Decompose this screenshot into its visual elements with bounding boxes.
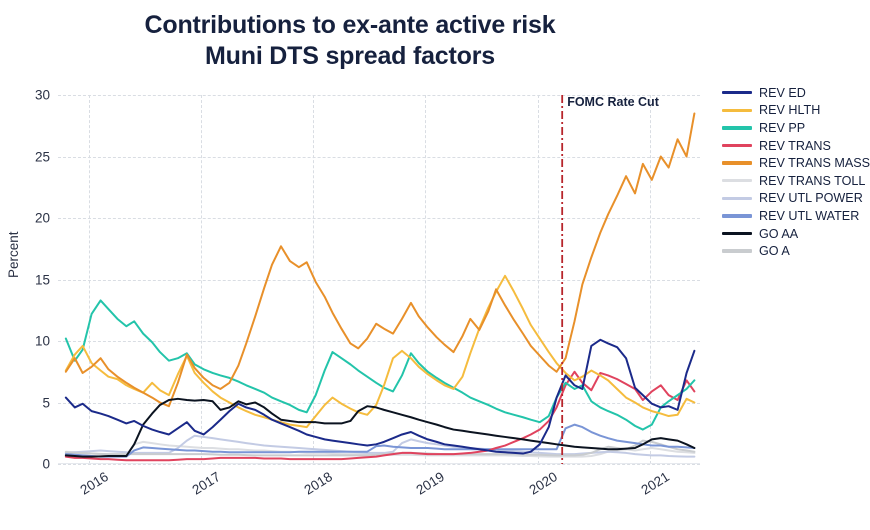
gridline-horizontal [58, 464, 700, 465]
x-axis-spine [58, 463, 700, 464]
chart-container: Percent FOMC Rate Cut 0 5 10 15 20 25 30 2016 2… [6, 88, 700, 498]
gridline-vertical [537, 95, 539, 464]
x-axis-tick-label: 2020 [526, 469, 560, 498]
y-axis-tick-label: 5 [42, 395, 50, 410]
legend-item[interactable]: REV TRANS MASS [722, 154, 870, 172]
series-line [64, 370, 696, 462]
legend-item-label: REV UTL WATER [759, 208, 860, 223]
legend-color-swatch [722, 179, 752, 183]
legend-item-label: REV UTL POWER [759, 191, 863, 206]
y-axis-tick-label: 25 [34, 149, 50, 164]
gridline-vertical [425, 95, 427, 464]
gridline-horizontal [58, 95, 700, 96]
series-line [64, 397, 696, 458]
series-line [64, 299, 696, 431]
legend-item-label: GO AA [759, 226, 799, 241]
chart-legend: REV ED REV HLTH REV PP REV TRANS REV TRANS M… [722, 84, 870, 260]
fomc-rate-cut-label: FOMC Rate Cut [567, 95, 659, 109]
y-axis-tick-label: 20 [34, 210, 50, 226]
title-line-1: Contributions to ex-ante active risk [144, 11, 556, 39]
legend-color-swatch [722, 126, 752, 130]
gridline-horizontal [58, 402, 700, 404]
legend-item[interactable]: REV UTL WATER [722, 207, 870, 225]
legend-item[interactable]: REV TRANS [722, 137, 870, 155]
gridline-horizontal [58, 341, 700, 342]
legend-item-label: REV TRANS MASS [759, 156, 870, 171]
series-lines [64, 112, 696, 462]
legend-item[interactable]: REV TRANS TOLL [722, 172, 870, 190]
fomc-vline-svg [561, 95, 564, 464]
gridline-vertical [89, 95, 91, 464]
legend-color-swatch [722, 214, 752, 218]
legend-color-swatch [722, 143, 752, 148]
x-axis-tick-label: 2016 [77, 469, 112, 498]
legend-item-label: REV ED [759, 85, 806, 100]
legend-item-label: REV PP [759, 120, 806, 135]
y-axis-tick-label: 30 [34, 87, 50, 103]
legend-color-swatch [722, 161, 752, 165]
legend-item[interactable]: REV ED [722, 84, 870, 102]
x-axis-tick-label: 2018 [301, 469, 336, 498]
y-axis-tick-label: 0 [42, 456, 50, 472]
legend-color-swatch [722, 108, 752, 113]
plot-area: FOMC Rate Cut 0 5 10 15 20 25 30 2016 2017 2018 2… [35, 88, 700, 498]
legend-item[interactable]: REV HLTH [722, 102, 870, 120]
series-line [64, 423, 696, 458]
series-line [64, 439, 696, 457]
gridline-horizontal [58, 218, 700, 219]
series-line [64, 338, 696, 455]
legend-color-swatch [722, 91, 752, 95]
x-axis-tick-label: 2017 [189, 469, 224, 498]
gridline-vertical [649, 95, 651, 464]
legend-color-swatch [722, 196, 752, 201]
y-axis-tick-label: 10 [34, 333, 50, 349]
legend-item-label: REV TRANS [759, 138, 831, 153]
legend-item-label: GO A [759, 244, 790, 259]
x-axis-tick-label: 2021 [638, 469, 672, 498]
y-axis-tick-label: 15 [34, 272, 50, 287]
gridline-horizontal [58, 279, 700, 281]
gridline-horizontal [58, 156, 700, 158]
legend-item-label: REV TRANS TOLL [759, 173, 866, 188]
gridline-vertical [201, 95, 203, 464]
legend-item[interactable]: REV PP [722, 119, 870, 137]
series-line [64, 274, 696, 429]
series-line [64, 112, 696, 408]
legend-item[interactable]: GO A [722, 242, 870, 260]
x-axis-tick-label: 2019 [414, 469, 448, 498]
title-line-2: Muni DTS spread factors [205, 41, 495, 70]
page-title: Contributions to ex-ante active risk Mun… [0, 10, 700, 71]
legend-item[interactable]: REV UTL POWER [722, 190, 870, 208]
legend-item[interactable]: GO AA [722, 225, 870, 243]
legend-color-swatch [722, 231, 752, 236]
legend-color-swatch [722, 249, 752, 253]
legend-item-label: REV HLTH [759, 103, 821, 118]
